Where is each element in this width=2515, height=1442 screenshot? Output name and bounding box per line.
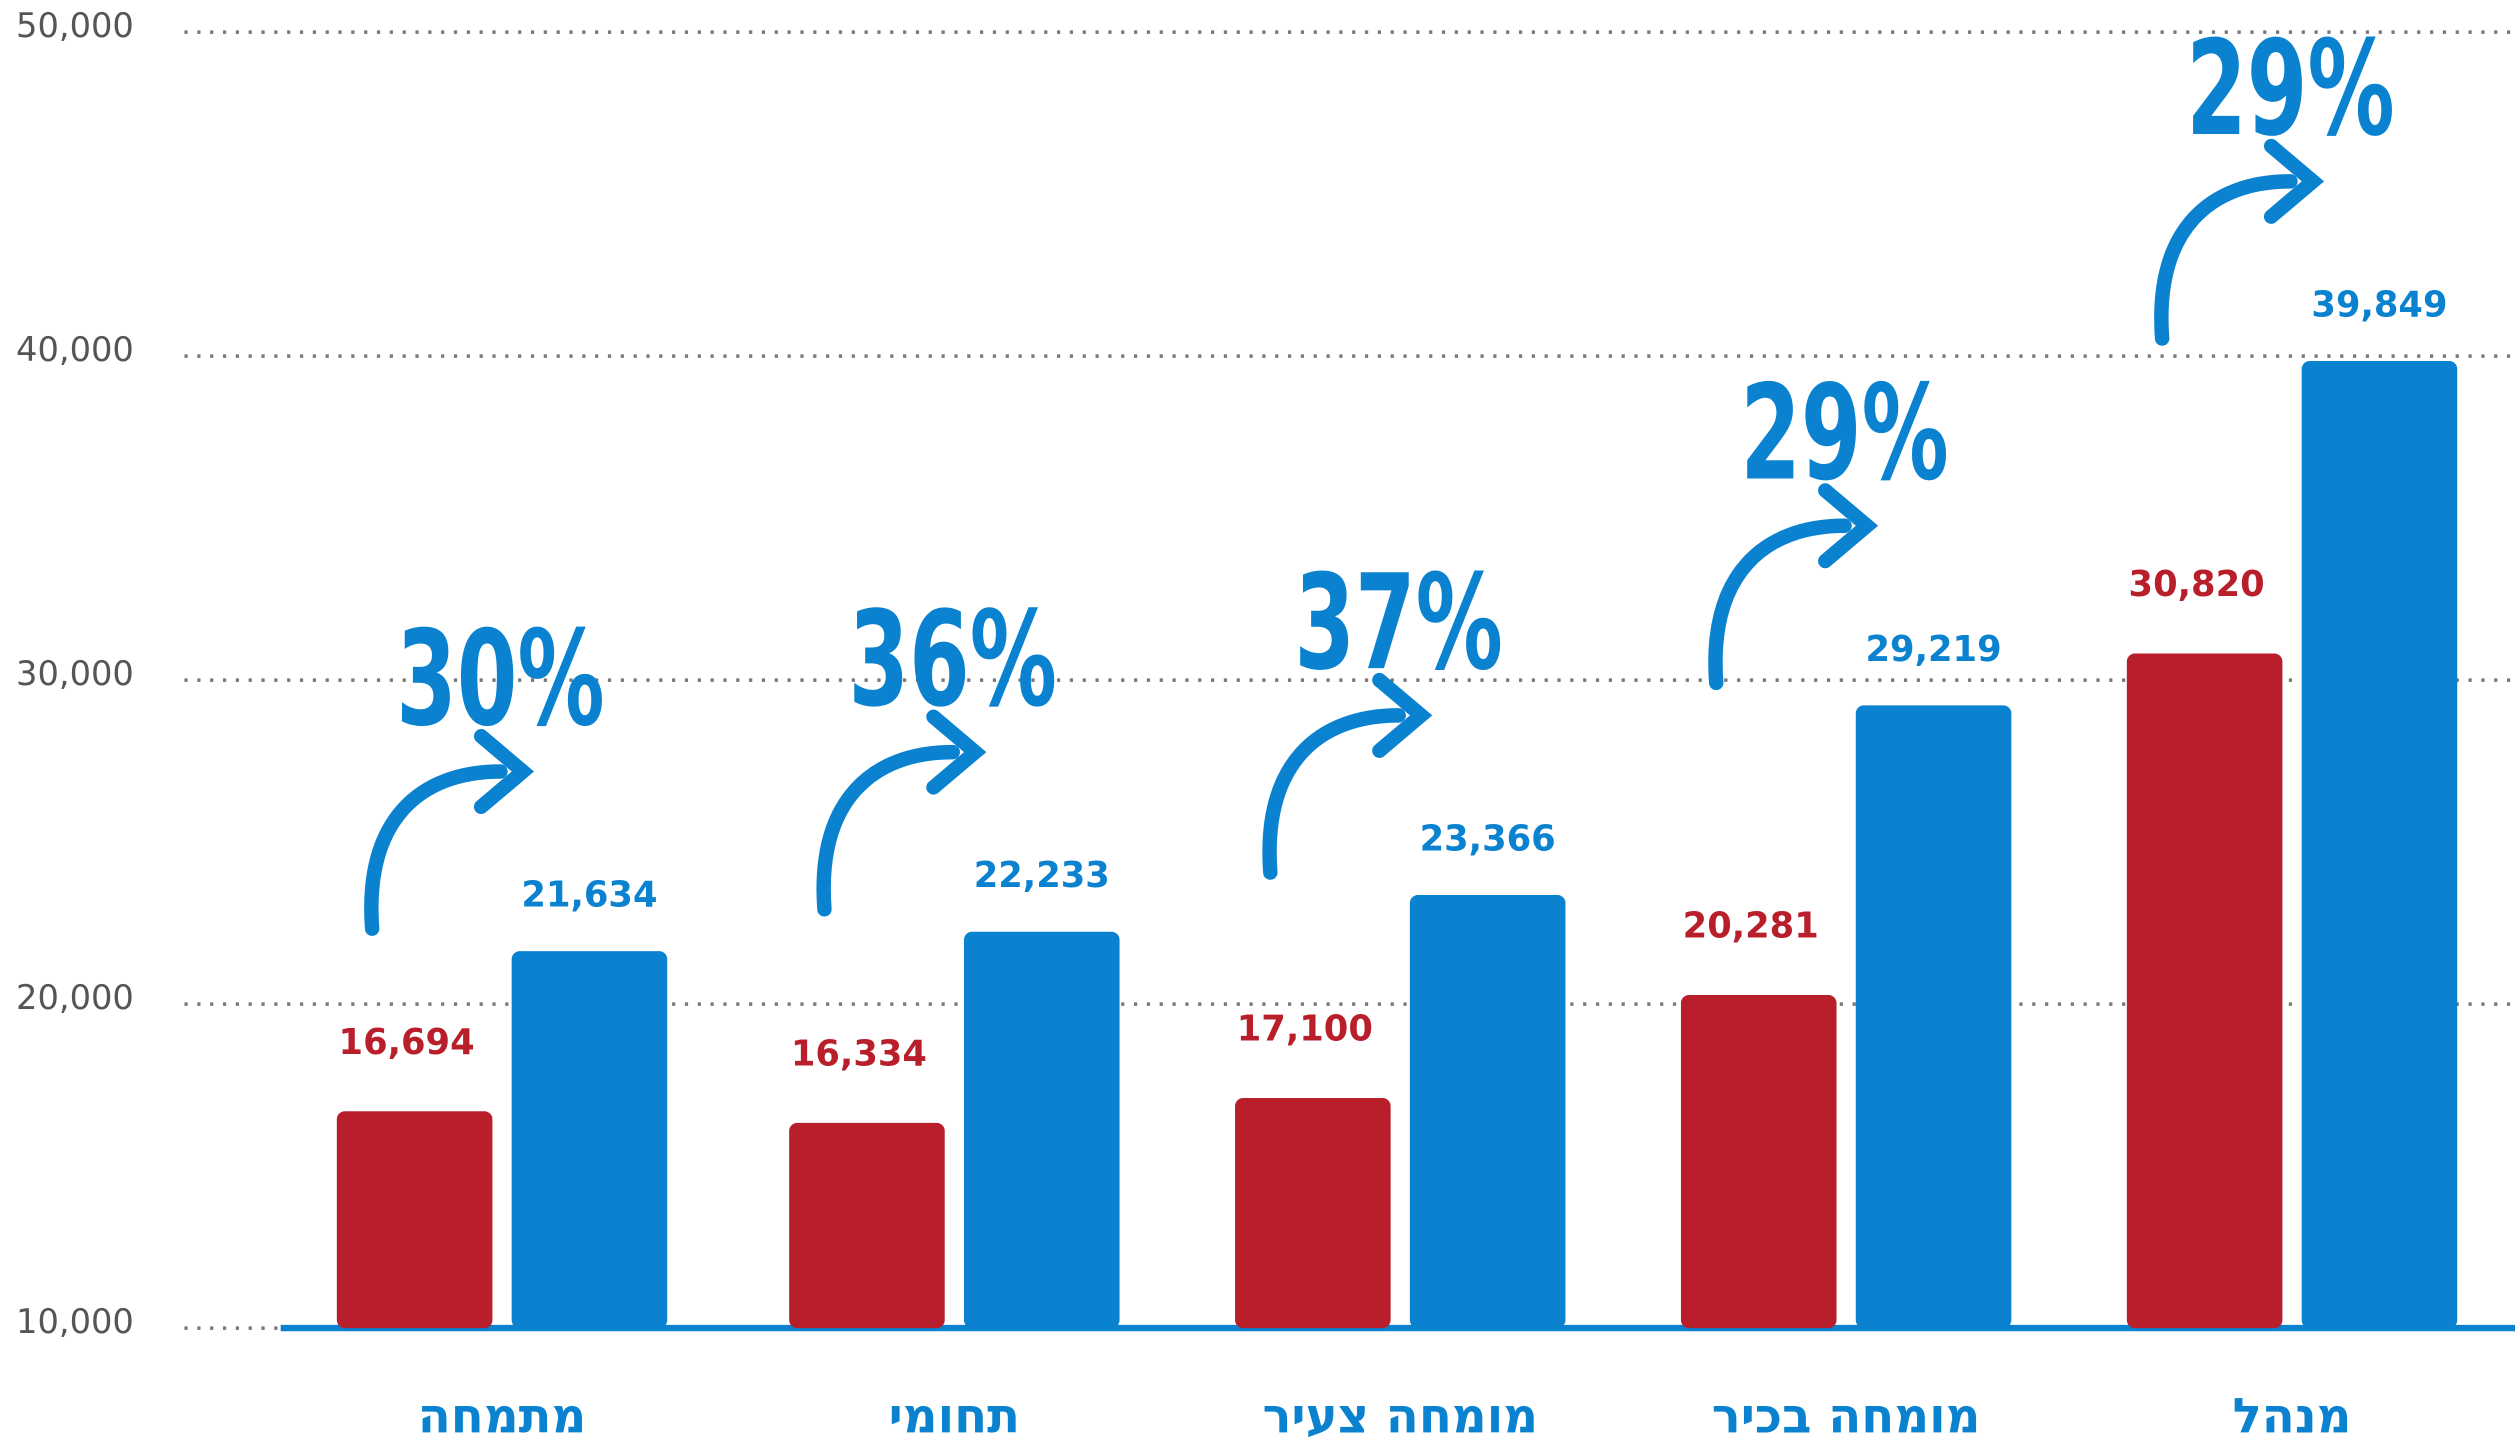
bar <box>336 1111 493 1329</box>
growth-label: 29% <box>2186 13 2395 166</box>
y-tick-label: 20,000 <box>16 978 134 1017</box>
bar <box>511 951 668 1329</box>
bar <box>2126 653 2283 1329</box>
value-label: 23,366 <box>1420 819 1556 860</box>
bar <box>963 931 1120 1329</box>
arrow-head <box>1372 672 1433 758</box>
x-tick-label: מתמחה <box>418 1389 587 1442</box>
growth-arrow <box>816 744 960 917</box>
value-label: 30,820 <box>2129 564 2265 605</box>
arrow-head <box>2263 138 2325 224</box>
value-label: 29,219 <box>1866 629 2002 670</box>
bar <box>1409 895 1566 1329</box>
bar <box>1680 994 1837 1329</box>
arrow-head <box>926 709 987 795</box>
x-tick-label: תחומי <box>889 1389 1020 1442</box>
value-label: 17,100 <box>1237 1009 1373 1050</box>
y-tick-label: 30,000 <box>16 654 134 693</box>
growth-arrow <box>2154 174 2298 346</box>
bar <box>789 1122 945 1329</box>
growth-arrow <box>1262 708 1406 880</box>
growth-arrow <box>364 764 508 936</box>
bar <box>1235 1098 1391 1329</box>
growth-label: 29% <box>1740 357 1949 510</box>
value-label: 16,334 <box>791 1034 927 1075</box>
arrow-head <box>1818 483 1879 569</box>
y-tick-label: 10,000 <box>16 1302 134 1341</box>
value-label: 16,694 <box>339 1022 475 1063</box>
growth-label: 30% <box>396 603 605 756</box>
value-label: 39,849 <box>2311 284 2447 325</box>
bar <box>2301 360 2458 1329</box>
bar <box>1855 705 2012 1329</box>
growth-label: 37% <box>1294 547 1503 700</box>
growth-label: 36% <box>848 584 1057 737</box>
x-tick-label: מנהל <box>2233 1389 2352 1442</box>
growth-arrow <box>1708 518 1852 691</box>
y-tick-label: 50,000 <box>16 6 134 45</box>
value-label: 22,233 <box>974 855 1110 896</box>
x-tick-label: מומחה צעיר <box>1262 1389 1538 1442</box>
x-tick-label: מומחה בכיר <box>1712 1389 1981 1442</box>
arrow-head <box>473 729 535 815</box>
value-label: 20,281 <box>1683 906 1819 947</box>
value-label: 21,634 <box>521 875 657 916</box>
y-tick-label: 40,000 <box>16 330 134 369</box>
